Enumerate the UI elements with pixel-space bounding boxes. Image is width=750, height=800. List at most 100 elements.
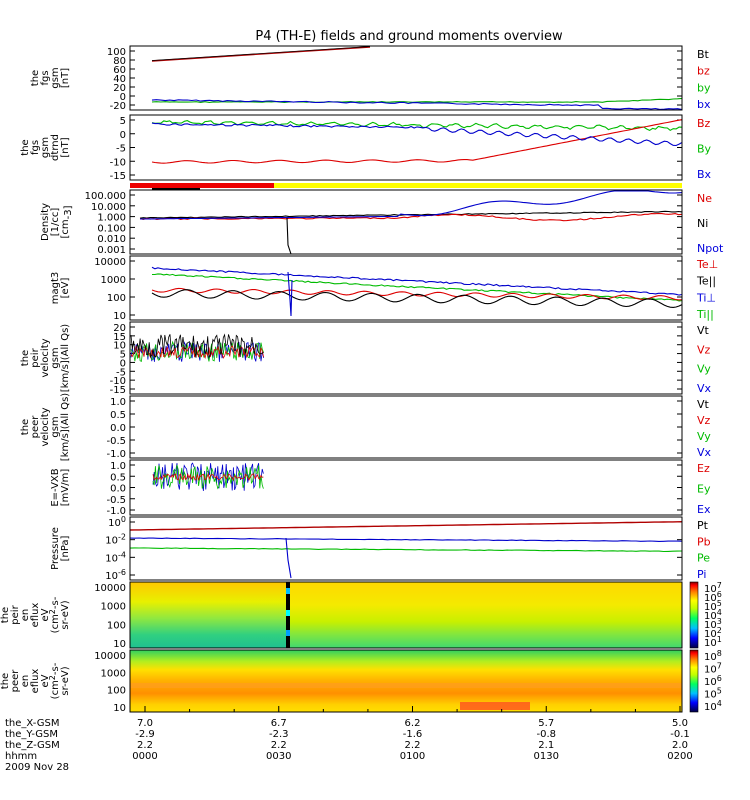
series-bz-dtrnd [151, 119, 683, 164]
panel-7-ytick: -1.0 [106, 506, 126, 517]
panel-5-ytick: -15 [110, 385, 126, 396]
colorbar-label: 101 [704, 635, 722, 649]
panel-8-ylabel: Pressure [50, 527, 61, 570]
series-ti-perp [151, 266, 683, 296]
axis-row-value: 2.1 [538, 740, 554, 751]
ion-spectrogram-early [130, 582, 290, 648]
panel-8-ytick: 10-2 [105, 533, 126, 547]
axis-row-value: 6.2 [405, 718, 421, 729]
panel-5-ytick: -5 [116, 367, 126, 378]
legend-bz-1: bz [697, 65, 710, 78]
legend-ex-7: Ex [697, 503, 711, 516]
series-vz [130, 344, 264, 360]
legend-vx-6: Vx [697, 446, 712, 459]
panel-10-ylabel: en [20, 675, 31, 688]
panel-8-ytick: 100 [108, 515, 126, 529]
panel-7-ylabel: E=-VXB [50, 468, 61, 506]
panel-frame [129, 459, 683, 516]
axis-row-value: 0030 [266, 751, 291, 762]
panel-6-ylabel: gsm [50, 416, 61, 437]
panel-1-ylabel: [nT] [60, 68, 71, 88]
legend-vx-5: Vx [697, 382, 712, 395]
panel-8-ytick: 10-4 [105, 550, 126, 564]
panel-frame [129, 189, 683, 255]
axis-row-value: -1.6 [403, 729, 423, 740]
electron-spectrogram [130, 650, 682, 712]
axis-row-value: 0200 [667, 751, 692, 762]
legend-vz-6: Vz [697, 414, 711, 427]
panel-frame [129, 516, 683, 581]
panel-5-ytick: 15 [113, 332, 126, 343]
axis-row-value: -0.1 [670, 729, 690, 740]
panel-frame [129, 255, 683, 321]
panel-5: the peir velocity gsm [km/s](All Qs) 20151050… [20, 323, 712, 396]
quality-bar-red [130, 183, 274, 188]
panel-6: the peer velocity gsm [km/s](All Qs) 1.0 0.5 0.… [20, 393, 712, 461]
panel-4-ylabel: [eV] [60, 278, 71, 299]
panel-10-ytick: 10000 [94, 651, 126, 662]
panel-5-ylabel: gsm [50, 347, 61, 368]
panel-9-ylabel: the [0, 607, 11, 623]
series-bx-dtrnd [151, 122, 683, 147]
panel-4-ytick: 10 [113, 311, 126, 322]
axis-row-value: 0130 [534, 751, 559, 762]
legend-bx-1: bx [697, 98, 711, 111]
panel-4-ytick: 100 [107, 293, 126, 304]
panel-6-ylabel: [km/s](All Qs) [60, 393, 71, 461]
panel-3-ytick: 0.010 [97, 234, 126, 245]
axis-row-value: 5.7 [538, 718, 554, 729]
panel-6-ylabel: peer [30, 415, 41, 439]
panel-1-ytick: 0 [120, 92, 126, 103]
panel-8-ytick: 10-6 [105, 568, 126, 582]
series-ti-dropout [287, 271, 293, 317]
panel-7-ytick: 0.0 [110, 484, 126, 495]
colorbar-9 [689, 581, 699, 649]
axis-row-value: -0.8 [536, 729, 556, 740]
series-by-dtrnd [151, 120, 683, 132]
panel-5-ylabel: velocity [40, 338, 51, 377]
panel-3-ytick: 1.000 [97, 213, 126, 224]
panel-2-ytick: -15 [110, 171, 126, 182]
axis-row-value: 6.7 [271, 718, 287, 729]
panel-7: E=-VXB [mV/m] 1.00.50.0-0.5-1.0 Ez Ey Ex [50, 461, 711, 517]
panel-3-ytick: 10.000 [91, 202, 126, 213]
panel-10-ylabel: the [0, 673, 11, 689]
legend-vt-6: Vt [697, 398, 710, 411]
panel-10-ylabel: sr-eV) [60, 666, 71, 695]
date-label: 2009 Nov 28 [5, 762, 69, 773]
panel-9-ylabel: (cm2-s- [48, 596, 61, 633]
panel-3-ytick: 100.000 [85, 191, 126, 202]
series-ni-dropout [286, 217, 292, 255]
colorbar-label: 104 [704, 699, 722, 713]
panel-1-ylabel: fgs [40, 70, 51, 85]
panel-1-ylabel: gsm [50, 67, 61, 88]
axis-row-label: the_Z-GSM [5, 740, 60, 751]
series-te-par [151, 289, 683, 308]
series-pi-dropout [285, 537, 292, 579]
panel-6-ylabel: the [20, 419, 31, 435]
figure-title: P4 (TH-E) fields and ground moments over… [255, 29, 563, 44]
series-ni [139, 210, 683, 219]
panel-9-ylabel: eflux [30, 603, 41, 628]
axis-row-value: 2.0 [672, 740, 688, 751]
legend-ez-7: Ez [697, 462, 710, 475]
panel-frame [129, 321, 683, 395]
panel-8-ylabel: [nPa] [60, 535, 71, 561]
panel-3-ylabel: Density [40, 203, 51, 241]
panel-5-ytick: -10 [110, 376, 126, 387]
legend-bx-2: Bx [697, 168, 712, 181]
series-bt-bz [151, 46, 371, 62]
panel-6-ytick: -1.0 [106, 449, 126, 460]
panel-9-ytick: 1000 [101, 602, 126, 613]
panel-5-ylabel: peir [30, 347, 41, 367]
axis-row-value: 2.2 [137, 740, 153, 751]
legend-vy-6: Vy [697, 430, 711, 443]
panel-3-ylabel: [1/cc] [50, 208, 61, 237]
panel-4-ylabel: magt3 [50, 272, 61, 305]
legend-pt-8: Pt [697, 519, 709, 532]
electron-hot-patch [460, 702, 530, 710]
panel-1-ytick: 100 [107, 47, 126, 58]
axis-row-label: the_Y-GSM [5, 729, 58, 740]
axis-row-value: -2.3 [269, 729, 289, 740]
